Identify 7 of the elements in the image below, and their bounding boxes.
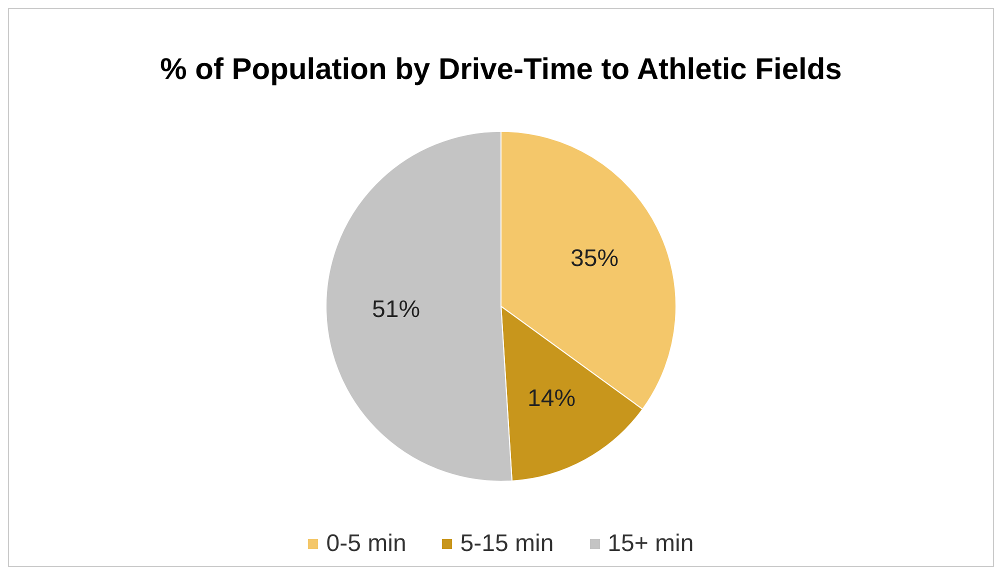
chart-title: % of Population by Drive-Time to Athletic Fields	[159, 52, 843, 88]
data-label: 51%	[372, 296, 420, 324]
legend-label: 15+ min	[608, 530, 694, 558]
legend-label: 0-5 min	[326, 530, 406, 558]
legend-label: 5-15 min	[460, 530, 554, 558]
data-label: 35%	[570, 245, 619, 272]
data-label: 14%	[528, 384, 576, 412]
